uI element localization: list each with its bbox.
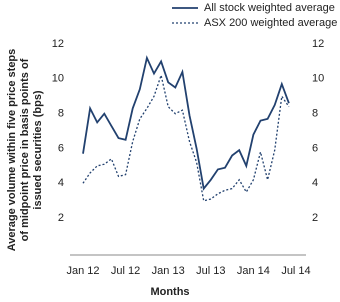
- y2-tick-label: 12: [312, 38, 324, 50]
- y-tick-label: 6: [58, 142, 64, 154]
- y-tick-label: 8: [58, 108, 64, 120]
- y2-tick-label: 8: [312, 108, 318, 120]
- x-axis-label: Months: [150, 286, 189, 298]
- x-tick-label: Jul 12: [111, 265, 140, 277]
- y-tick-label: 4: [58, 177, 64, 189]
- x-tick-label: Jul 13: [196, 265, 225, 277]
- y2-tick-label: 4: [312, 177, 318, 189]
- x-tick-label: Jan 14: [237, 265, 270, 277]
- x-tick-label: Jul 14: [281, 265, 310, 277]
- series-line: [82, 72, 290, 202]
- y-tick-label: 12: [52, 38, 64, 50]
- y2-tick-label: 10: [312, 73, 324, 85]
- y-tick-label: 10: [52, 73, 64, 85]
- y2-tick-label: 2: [312, 212, 318, 224]
- y-axis-label: Average volume within five price steps o…: [6, 49, 44, 252]
- series-line: [82, 55, 290, 191]
- legend-label: ASX 200 weighted average: [204, 17, 337, 29]
- x-tick-label: Jan 12: [66, 265, 99, 277]
- x-tick-label: Jan 13: [152, 265, 185, 277]
- y-label-line: issued securities (bps): [32, 90, 44, 210]
- legend-label: All stock weighted average: [204, 2, 335, 14]
- y-label-line: of midpoint price in basis points of: [19, 58, 31, 241]
- y-label-line: Average volume within five price steps: [6, 49, 18, 252]
- y2-tick-label: 6: [312, 142, 318, 154]
- y-tick-label: 2: [58, 212, 64, 224]
